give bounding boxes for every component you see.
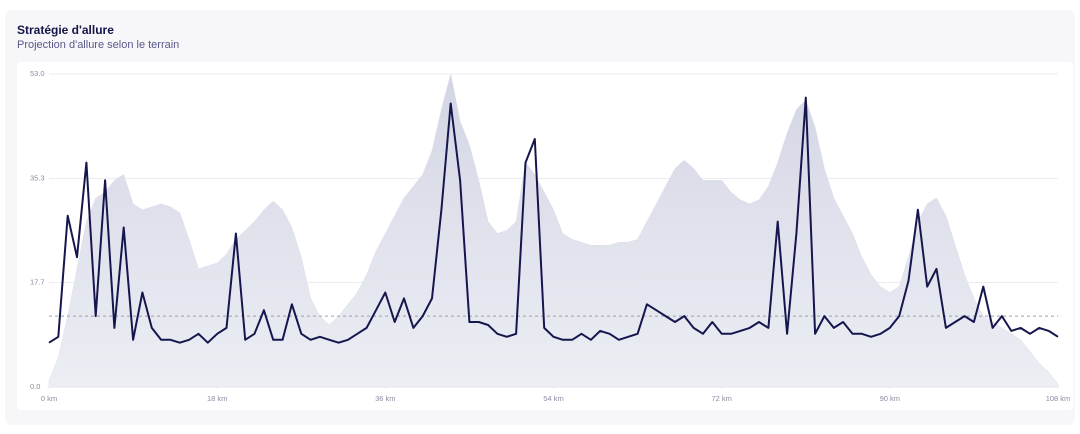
- x-tick-label: 90 km: [880, 394, 900, 403]
- x-tick-label: 54 km: [543, 394, 563, 403]
- chart-title: Stratégie d'allure: [17, 23, 114, 37]
- x-tick-label: 18 km: [207, 394, 227, 403]
- x-tick-label: 72 km: [711, 394, 731, 403]
- y-tick-label: 17.7: [30, 277, 45, 286]
- pace-line: [48, 96, 1059, 344]
- y-tick-label: 35.3: [30, 174, 45, 183]
- y-tick-label: 0.0: [30, 382, 40, 391]
- x-tick-label: 108 km: [1046, 394, 1071, 403]
- chart-subtitle: Projection d'allure selon le terrain: [17, 39, 179, 51]
- x-tick-label: 36 km: [375, 394, 395, 403]
- x-tick-label: 0 km: [41, 394, 57, 403]
- y-tick-label: 53.0: [30, 69, 45, 78]
